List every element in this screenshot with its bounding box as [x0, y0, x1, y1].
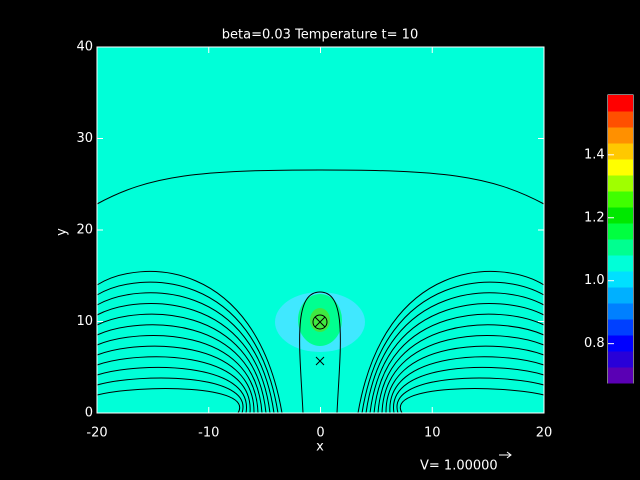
colorbar-swatch — [608, 367, 633, 384]
contour-line — [96, 334, 259, 414]
colorbar-tick-label: 1.0 — [584, 273, 605, 288]
y-tick-label: 40 — [76, 40, 93, 55]
colorbar-swatch — [608, 303, 633, 320]
contour-line — [96, 356, 251, 414]
contour-line — [373, 313, 545, 414]
contour-line — [96, 388, 241, 414]
colorbar-tick-label: 1.4 — [584, 147, 605, 162]
vector-arrow — [499, 451, 512, 459]
x-tick-label: 10 — [424, 426, 441, 441]
contour-line — [96, 313, 267, 414]
contours — [96, 169, 545, 414]
contour-line — [96, 345, 255, 414]
colorbar-swatch — [608, 143, 633, 160]
colorbar-swatch — [608, 271, 633, 288]
contour-line — [96, 169, 545, 205]
contour-line — [96, 324, 263, 414]
x-tick-label: -20 — [86, 426, 107, 441]
colorbar-swatch — [608, 255, 633, 272]
contour-line — [399, 388, 545, 414]
contour-line — [393, 366, 545, 414]
colorbar-swatch — [608, 175, 633, 192]
colorbar-swatch — [608, 319, 633, 336]
contour-line — [396, 377, 545, 414]
x-point — [314, 316, 326, 366]
colorbar-swatch — [608, 335, 633, 352]
y-axis-label: y — [55, 228, 70, 236]
colorbar-tick-label: 0.8 — [584, 336, 605, 351]
chart-title: beta=0.03 Temperature t= 10 — [222, 28, 418, 43]
warm-core — [310, 308, 330, 332]
colorbar-tick-label: 1.2 — [584, 210, 605, 225]
x-tick-label: -10 — [198, 426, 219, 441]
contour-line — [96, 270, 283, 414]
contour-line — [96, 366, 247, 414]
y-tick-label: 20 — [76, 223, 93, 238]
colorbar-swatch — [608, 159, 633, 176]
x-tick-label: 20 — [536, 426, 553, 441]
colorbar-swatch — [608, 111, 633, 128]
y-tick-label: 0 — [85, 406, 93, 421]
contour-line — [299, 291, 341, 414]
y-tick-label: 30 — [76, 131, 93, 146]
x-tick-label: 0 — [316, 426, 324, 441]
y-tick-label: 10 — [76, 314, 93, 329]
colorbar-swatch — [608, 207, 633, 224]
contour-line — [381, 334, 545, 414]
contour-line — [96, 302, 271, 414]
field — [97, 47, 544, 413]
contour-line — [96, 281, 279, 414]
contour-line — [377, 324, 545, 414]
contour-line — [96, 377, 244, 414]
colorbar-swatch — [608, 351, 633, 368]
colorbar-swatch — [608, 95, 633, 112]
colorbar-swatch — [608, 127, 633, 144]
contour-line — [369, 302, 545, 414]
colorbar-swatch — [608, 239, 633, 256]
vector-label: V= 1.00000 — [420, 459, 498, 474]
contour-line — [96, 292, 275, 414]
field-background — [97, 47, 544, 413]
o-point — [312, 314, 328, 330]
contour-line — [365, 292, 545, 414]
contour-line — [361, 281, 545, 414]
contour-line — [357, 270, 545, 414]
contour-line — [385, 345, 545, 414]
x-axis-label: x — [316, 440, 324, 455]
contour-line — [389, 356, 545, 414]
colorbar-swatch — [608, 287, 633, 304]
colorbar-swatch — [608, 223, 633, 240]
colorbar-swatch — [608, 191, 633, 208]
